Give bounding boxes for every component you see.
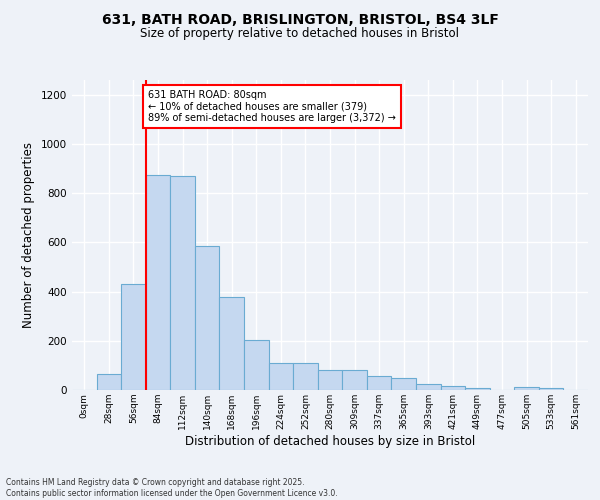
Text: Size of property relative to detached houses in Bristol: Size of property relative to detached ho… [140,28,460,40]
Bar [367,376,391,390]
Bar [146,174,170,390]
Bar [97,374,121,390]
Bar [440,386,465,390]
Bar [244,340,269,390]
Bar [318,370,342,390]
Text: 631 BATH ROAD: 80sqm
← 10% of detached houses are smaller (379)
89% of semi-deta: 631 BATH ROAD: 80sqm ← 10% of detached h… [148,90,396,123]
X-axis label: Distribution of detached houses by size in Bristol: Distribution of detached houses by size … [185,434,475,448]
Bar [465,388,490,390]
Bar [293,363,318,390]
Bar [416,384,440,390]
Text: Contains HM Land Registry data © Crown copyright and database right 2025.
Contai: Contains HM Land Registry data © Crown c… [6,478,338,498]
Y-axis label: Number of detached properties: Number of detached properties [22,142,35,328]
Text: 631, BATH ROAD, BRISLINGTON, BRISTOL, BS4 3LF: 631, BATH ROAD, BRISLINGTON, BRISTOL, BS… [101,12,499,26]
Bar [391,378,416,390]
Bar [220,296,244,390]
Bar [514,387,539,390]
Bar [269,363,293,390]
Bar [195,246,220,390]
Bar [170,176,195,390]
Bar [342,370,367,390]
Bar [121,284,146,390]
Bar [539,388,563,390]
